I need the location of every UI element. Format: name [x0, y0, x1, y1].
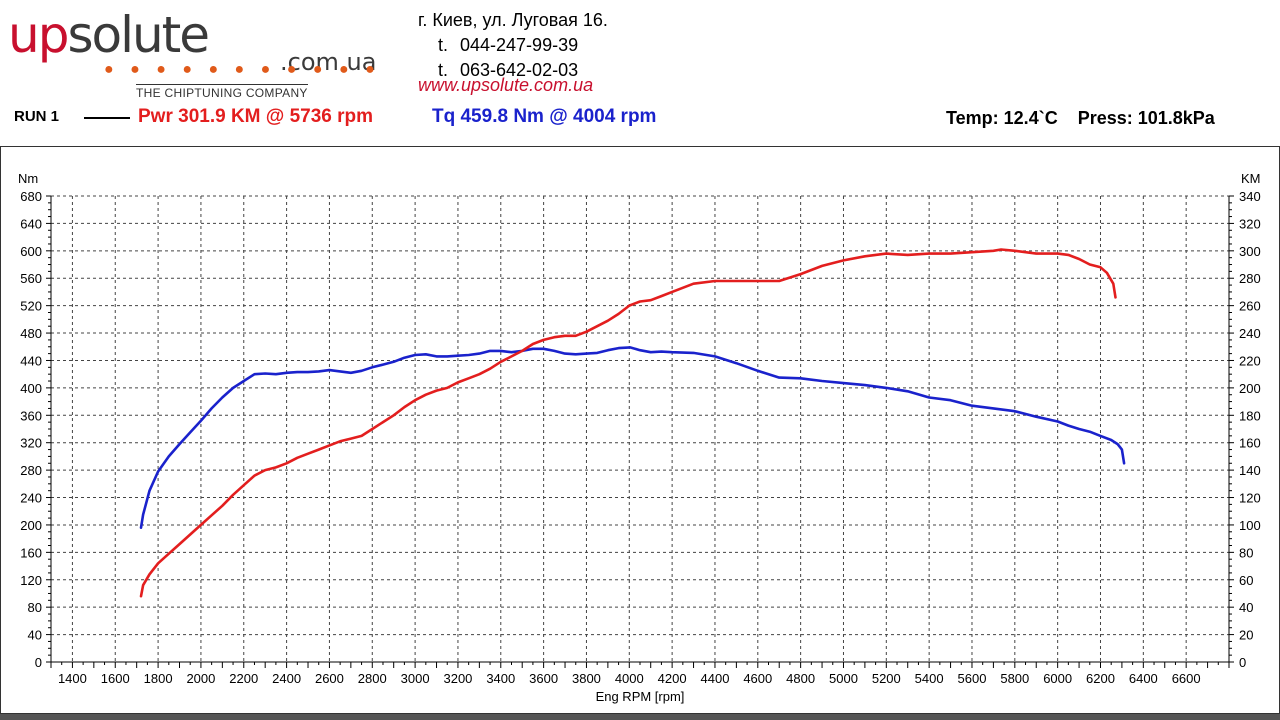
y-tick-label-right: 140 [1239, 463, 1261, 478]
phone-prefix: t. [438, 35, 449, 55]
x-tick-label: 6400 [1129, 671, 1158, 686]
y-tick-label-right: 320 [1239, 216, 1261, 231]
y-tick-label-right: 40 [1239, 600, 1253, 615]
y-tick-label-right: 200 [1239, 381, 1261, 396]
y-tick-label-right: 20 [1239, 628, 1253, 643]
run-label: RUN 1 [14, 108, 60, 125]
run-summary: RUN 1 Pwr 301.9 KM @ 5736 rpm Tq 459.8 N… [14, 104, 1274, 130]
phone-line-2: t. 063-642-02-03 [418, 58, 608, 83]
x-tick-label: 1400 [58, 671, 87, 686]
y-tick-label-left: 640 [20, 216, 42, 231]
y-tick-label-left: 440 [20, 353, 42, 368]
y-tick-label-right: 280 [1239, 271, 1261, 286]
y-tick-label-right: 100 [1239, 518, 1261, 533]
x-tick-label: 3600 [529, 671, 558, 686]
x-axis-label: Eng RPM [rpm] [596, 689, 685, 704]
logo-domain: .com.ua [280, 48, 377, 76]
x-tick-label: 3200 [443, 671, 472, 686]
y-tick-label-right: 220 [1239, 353, 1261, 368]
y-tick-label-left: 160 [20, 545, 42, 560]
y-tick-label-left: 480 [20, 326, 42, 341]
x-tick-label: 2200 [229, 671, 258, 686]
x-tick-label: 2400 [272, 671, 301, 686]
y-tick-label-left: 400 [20, 381, 42, 396]
logo-tagline: THE CHIPTUNING COMPANY [136, 84, 308, 100]
y-axis-label-left: Nm [18, 171, 38, 186]
logo-wordmark-gray: solute [67, 6, 210, 64]
y-tick-label-left: 240 [20, 491, 42, 506]
conditions-readout: Temp: 12.4`C Press: 101.8kPa [946, 108, 1215, 128]
x-tick-label: 3400 [486, 671, 515, 686]
y-tick-label-left: 200 [20, 518, 42, 533]
x-tick-label: 1600 [101, 671, 130, 686]
y-tick-label-right: 80 [1239, 545, 1253, 560]
y-tick-label-left: 520 [20, 299, 42, 314]
power-curve [139, 248, 1117, 598]
y-tick-label-right: 260 [1239, 299, 1261, 314]
y-tick-label-left: 0 [35, 655, 42, 670]
x-tick-label: 4400 [701, 671, 730, 686]
x-tick-label: 4200 [658, 671, 687, 686]
y-tick-label-left: 80 [28, 600, 42, 615]
logo-wordmark: upsolute [8, 10, 210, 60]
y-tick-label-left: 680 [20, 189, 42, 204]
x-tick-label: 5200 [872, 671, 901, 686]
y-tick-label-left: 40 [28, 628, 42, 643]
x-tick-label: 5400 [915, 671, 944, 686]
y-tick-label-right: 340 [1239, 189, 1261, 204]
y-tick-label-right: 300 [1239, 244, 1261, 259]
phone-number: 063-642-02-03 [460, 60, 579, 80]
x-tick-label: 3000 [401, 671, 430, 686]
power-summary: Pwr 301.9 KM @ 5736 rpm [138, 106, 374, 127]
logo-dots: ● ● ● ● ● ● ● ● ● ● ● [104, 61, 381, 78]
y-tick-label-right: 160 [1239, 436, 1261, 451]
x-tick-label: 2600 [315, 671, 344, 686]
phone-line-1: t. 044-247-99-39 [418, 33, 608, 58]
chart-ticks: 1400 1600 1800 2000 2200 2400 2600 2800 3000 3200… [20, 189, 1260, 686]
x-tick-label: 4600 [743, 671, 772, 686]
x-tick-label: 3800 [572, 671, 601, 686]
company-logo: upsolute .com.ua ● ● ● ● ● ● ● ● ● ● ● T… [8, 6, 388, 100]
address-text: г. Киев, ул. Луговая 16. [418, 10, 608, 30]
torque-summary: Tq 459.8 Nm @ 4004 rpm [432, 106, 657, 127]
y-tick-label-right: 0 [1239, 655, 1246, 670]
torque-curve [139, 346, 1126, 529]
y-tick-label-left: 600 [20, 244, 42, 259]
chart-series [139, 248, 1126, 598]
bottom-border [0, 714, 1280, 720]
x-tick-label: 2800 [358, 671, 387, 686]
chart-grid [51, 195, 1229, 662]
y-axis-label-right: KM [1241, 171, 1261, 186]
y-tick-label-left: 560 [20, 271, 42, 286]
website-link[interactable]: www.upsolute.com.ua [418, 75, 594, 95]
x-tick-label: 1800 [144, 671, 173, 686]
y-tick-label-left: 320 [20, 436, 42, 451]
phone-number: 044-247-99-39 [460, 35, 579, 55]
y-tick-label-left: 120 [20, 573, 42, 588]
chart-axes [50, 196, 1230, 663]
contact-block: г. Киев, ул. Луговая 16. t. 044-247-99-39… [418, 8, 608, 83]
y-tick-label-left: 360 [20, 408, 42, 423]
x-tick-label: 5600 [958, 671, 987, 686]
x-tick-label: 4800 [786, 671, 815, 686]
y-tick-label-right: 120 [1239, 491, 1261, 506]
x-tick-label: 5000 [829, 671, 858, 686]
x-tick-label: 4000 [615, 671, 644, 686]
x-tick-label: 6200 [1086, 671, 1115, 686]
y-tick-label-right: 60 [1239, 573, 1253, 588]
x-tick-label: 2000 [186, 671, 215, 686]
x-tick-label: 6000 [1043, 671, 1072, 686]
x-tick-label: 5800 [1000, 671, 1029, 686]
run-line-swatch [84, 117, 130, 119]
logo-wordmark-red: up [8, 6, 69, 64]
y-tick-label-left: 280 [20, 463, 42, 478]
y-tick-label-right: 240 [1239, 326, 1261, 341]
x-tick-label: 6600 [1172, 671, 1201, 686]
y-tick-label-right: 180 [1239, 408, 1261, 423]
phone-prefix: t. [438, 60, 449, 80]
